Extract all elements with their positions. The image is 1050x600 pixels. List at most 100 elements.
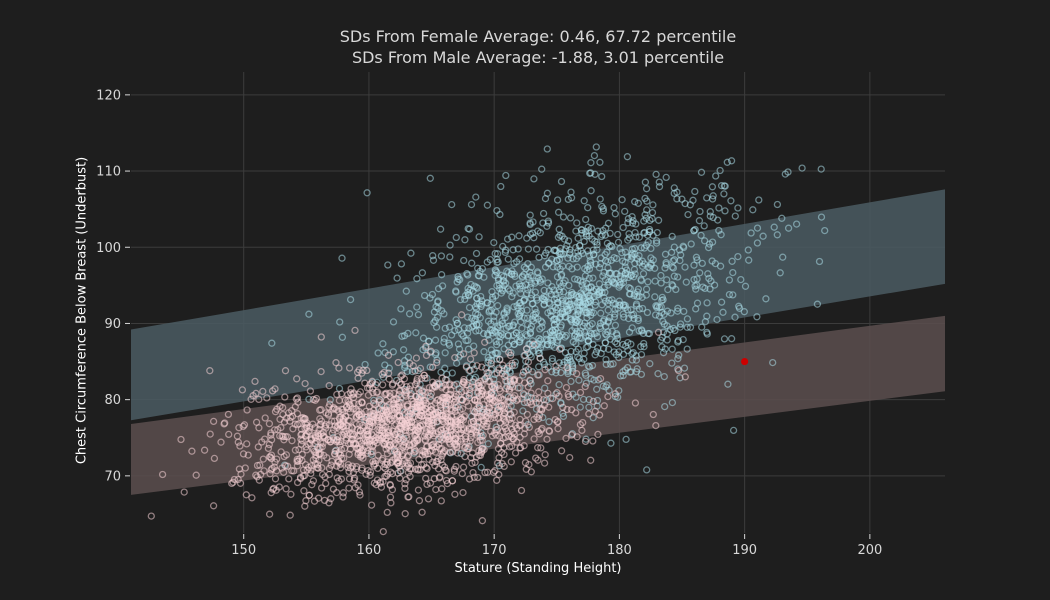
y-axis-label: Chest Circumference Below Breast (Underb… [74, 156, 90, 465]
male-data-point [567, 316, 575, 324]
x-tick-label: 150 [231, 543, 256, 558]
female-data-point [268, 387, 277, 395]
female-data-point [325, 499, 333, 507]
male-data-point [512, 329, 520, 337]
male-data-point [619, 310, 627, 318]
female-data-point [470, 473, 478, 481]
male-data-point [652, 237, 661, 245]
female-data-point [488, 432, 497, 440]
male-data-point [618, 249, 626, 257]
male-data-point [604, 345, 613, 353]
male-data-point [559, 213, 568, 221]
male-data-point [575, 376, 583, 384]
female-data-point [502, 377, 510, 385]
female-data-point [272, 467, 281, 475]
male-data-point [379, 340, 387, 348]
male-data-point [693, 299, 702, 307]
female-data-point [363, 449, 372, 458]
female-data-point [345, 364, 354, 372]
female-data-point [411, 465, 420, 473]
female-data-point [259, 455, 267, 463]
male-data-point [621, 248, 630, 256]
female-data-point [367, 501, 376, 509]
female-data-point [596, 374, 605, 383]
male-data-point [635, 252, 643, 260]
male-data-point [720, 335, 729, 343]
female-data-point [514, 395, 522, 403]
female-data-point [401, 480, 409, 488]
female-data-point [412, 447, 420, 455]
male-data-point [468, 314, 476, 322]
male-data-point [607, 277, 616, 285]
female-data-point [573, 433, 581, 441]
female-data-point [418, 508, 426, 516]
female-data-point [382, 389, 390, 397]
male-data-point [638, 327, 646, 335]
female-data-point [390, 395, 398, 404]
male-data-point [499, 277, 507, 285]
female-data-point [279, 403, 287, 412]
female-data-point [384, 369, 393, 377]
male-data-point [491, 266, 499, 274]
female-data-point [209, 502, 218, 510]
female-data-point [228, 479, 236, 488]
male-data-point [642, 214, 650, 222]
female-data-point [301, 424, 309, 432]
female-data-point [469, 407, 477, 415]
female-data-point [406, 382, 415, 390]
male-data-point [567, 188, 575, 196]
female-data-point [236, 442, 244, 450]
male-data-point [429, 252, 437, 260]
female-data-point [466, 437, 474, 445]
male-data-point [437, 252, 446, 260]
male-data-point [584, 204, 592, 212]
female-data-point [458, 396, 466, 404]
female-data-point [373, 439, 381, 447]
male-data-point [696, 269, 704, 277]
female-data-point [391, 439, 399, 447]
male-data-point [426, 294, 434, 302]
male-data-point [674, 304, 682, 312]
female-data-point [188, 447, 196, 455]
male-data-point [596, 158, 604, 166]
male-data-point [660, 310, 668, 318]
female-data-point [264, 444, 273, 453]
male-data-point [504, 285, 512, 293]
male-data-point [538, 165, 546, 173]
male-data-point [618, 267, 626, 275]
male-data-point [644, 278, 652, 286]
female-data-point [563, 364, 571, 372]
female-data-point [334, 432, 342, 441]
male-data-point [680, 243, 688, 252]
male-data-point [662, 173, 670, 182]
male-data-point [624, 346, 632, 355]
female-data-point [460, 350, 468, 358]
male-data-point [470, 342, 478, 350]
highlighted-point [741, 357, 749, 366]
male-data-point [601, 297, 610, 305]
female-data-point [506, 375, 514, 384]
male-data-point [440, 334, 448, 343]
male-data-point [461, 291, 470, 300]
male-data-point [582, 379, 590, 387]
male-data-point [708, 257, 716, 265]
male-data-point [338, 254, 346, 262]
male-data-point [413, 303, 421, 311]
male-data-point [704, 270, 712, 278]
male-data-point [646, 228, 654, 236]
female-data-point [524, 383, 532, 391]
male-data-point [762, 295, 770, 303]
female-data-point [524, 358, 533, 366]
female-data-point [401, 510, 409, 518]
male-data-point [693, 256, 701, 264]
male-data-point [608, 296, 616, 304]
male-data-point [668, 398, 677, 407]
male-data-point [647, 261, 655, 269]
female-data-point [451, 490, 459, 498]
female-data-point [448, 477, 457, 485]
male-data-point [493, 281, 501, 290]
female-data-point [527, 400, 536, 409]
female-data-point [293, 375, 301, 383]
male-data-point [580, 197, 588, 205]
female-data-point [611, 390, 619, 398]
